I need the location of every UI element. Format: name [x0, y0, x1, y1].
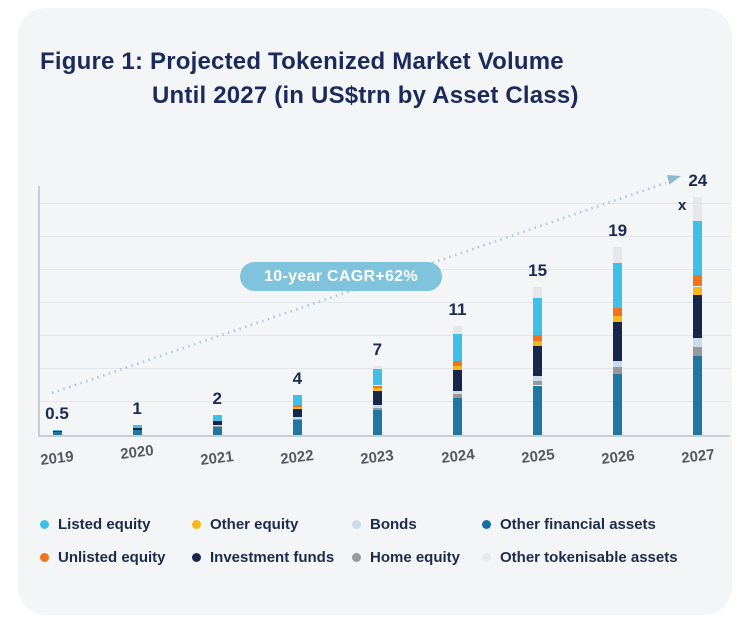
legend-item: Other equity	[192, 516, 298, 533]
legend-item: Other financial assets	[482, 516, 656, 533]
legend-item: Other tokenisable assets	[482, 549, 678, 566]
legend-label: Unlisted equity	[58, 549, 166, 566]
legend-item: Investment funds	[192, 549, 334, 566]
legend-item: Home equity	[352, 549, 460, 566]
legend-label: Home equity	[370, 549, 461, 566]
legend-item: Listed equity	[40, 516, 151, 533]
legend-label: Other financial assets	[500, 516, 656, 533]
legend-dot-icon	[40, 553, 49, 562]
legend-item: Unlisted equity	[40, 549, 166, 566]
legend-dot-icon	[352, 553, 361, 562]
figure-title-line-1: Figure 1: Projected Tokenized Market Vol…	[40, 48, 564, 75]
legend-dot-icon	[40, 520, 49, 529]
legend-label: Investment funds	[210, 549, 335, 566]
legend-dot-icon	[192, 520, 201, 529]
legend-label: Listed equity	[58, 516, 151, 533]
figure-title-line-2: Until 2027 (in US$trn by Asset Class)	[152, 82, 579, 109]
legend-label: Other equity	[210, 516, 299, 533]
legend-dot-icon	[192, 553, 201, 562]
legend-label: Other tokenisable assets	[500, 549, 678, 566]
legend-dot-icon	[482, 520, 491, 529]
legend-dot-icon	[352, 520, 361, 529]
legend-dot-icon	[482, 553, 491, 562]
legend-item: Bonds	[352, 516, 417, 533]
legend-label: Bonds	[370, 516, 417, 533]
